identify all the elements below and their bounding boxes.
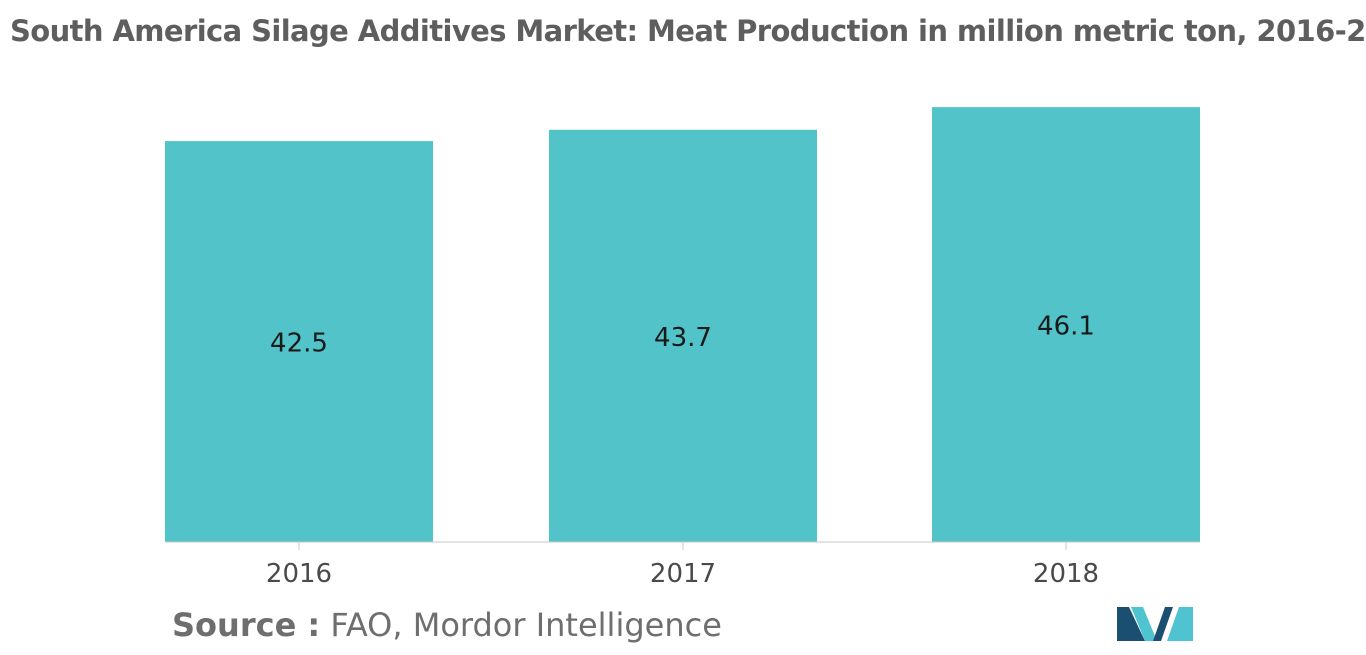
mordor-intelligence-logo-icon xyxy=(1117,607,1193,641)
bar-2017 xyxy=(549,129,817,542)
bar-chart: 42.5 43.7 46.1 2016 2017 2018 xyxy=(165,107,1200,589)
data-label-2018: 46.1 xyxy=(1037,312,1095,342)
x-tick-label-2017: 2017 xyxy=(650,559,716,589)
source-text: FAO, Mordor Intelligence xyxy=(330,606,722,644)
chart-title: South America Silage Additives Market: M… xyxy=(10,14,1366,48)
data-labels: 42.5 43.7 46.1 xyxy=(270,312,1095,359)
x-tick-label-2018: 2018 xyxy=(1033,559,1099,589)
source-label: Source : xyxy=(172,606,321,644)
data-label-2017: 43.7 xyxy=(654,323,712,353)
x-axis-ticks xyxy=(298,542,1067,550)
x-axis-labels: 2016 2017 2018 xyxy=(266,559,1099,589)
source-note: Source : FAO, Mordor Intelligence xyxy=(172,606,722,644)
data-label-2016: 42.5 xyxy=(270,329,328,359)
x-tick-label-2016: 2016 xyxy=(266,559,332,589)
bar-2018 xyxy=(932,107,1200,542)
bar-2016 xyxy=(165,141,433,542)
bars-group xyxy=(165,107,1200,542)
